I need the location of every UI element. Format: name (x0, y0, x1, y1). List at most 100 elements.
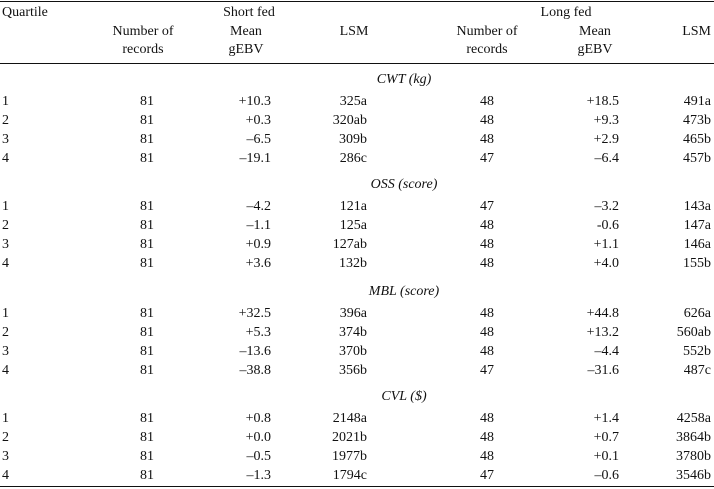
long-fed-records-cell: 48 (480, 113, 494, 128)
long-fed-lsm-cell: 457b (683, 151, 711, 166)
short-fed-mean-cell: –4.2 (246, 199, 272, 214)
short-fed-records-cell: 81 (140, 237, 154, 252)
long-fed-mean-cell: +1.1 (593, 237, 619, 252)
short-fed-records-cell: 81 (140, 132, 154, 147)
short-fed-mean-cell: –1.1 (246, 218, 272, 233)
long-fed-lsm-cell: 3864b (676, 430, 711, 445)
long-fed-lsm-cell: 560ab (676, 325, 711, 340)
section-title: MBL (score) (368, 284, 440, 299)
short-fed-mean-cell: –38.8 (239, 363, 272, 378)
short-fed-records-cell: 81 (140, 218, 154, 233)
header-long-fed-mean: Mean (579, 24, 611, 39)
quartile-cell: 4 (2, 256, 9, 271)
short-fed-mean-cell: +0.9 (245, 237, 271, 252)
short-fed-mean-cell: +0.0 (245, 430, 271, 445)
header-long-fed-lsm: LSM (682, 24, 711, 39)
long-fed-mean-cell: +9.3 (593, 113, 619, 128)
short-fed-mean-cell: +3.6 (245, 256, 271, 271)
long-fed-records-cell: 48 (480, 411, 494, 426)
short-fed-lsm-cell: 320ab (332, 113, 367, 128)
short-fed-mean-cell: +10.3 (238, 94, 271, 109)
long-fed-records-cell: 47 (480, 468, 494, 483)
header-short-fed-lsm: LSM (339, 24, 369, 39)
long-fed-mean-cell: +2.9 (593, 132, 619, 147)
long-fed-records-cell: 48 (480, 325, 494, 340)
long-fed-mean-cell: +4.0 (593, 256, 619, 271)
section-title: OSS (score) (370, 177, 438, 192)
header-short-fed-records: Number of (112, 24, 174, 39)
long-fed-mean-cell: –3.2 (594, 199, 620, 214)
header-long-fed-records: Number of (456, 24, 518, 39)
quartile-cell: 3 (2, 237, 9, 252)
short-fed-lsm-cell: 1977b (332, 449, 367, 464)
short-fed-lsm-cell: 325a (339, 94, 367, 109)
short-fed-records-cell: 81 (140, 430, 154, 445)
long-fed-mean-cell: -0.6 (596, 218, 619, 233)
header-short-fed-mean: gEBV (228, 42, 264, 57)
long-fed-mean-cell: +18.5 (586, 94, 619, 109)
long-fed-records-cell: 48 (480, 256, 494, 271)
long-fed-mean-cell: –4.4 (594, 344, 620, 359)
short-fed-lsm-cell: 286c (339, 151, 367, 166)
short-fed-mean-cell: –13.6 (239, 344, 272, 359)
header-quartile: Quartile (2, 5, 48, 20)
long-fed-mean-cell: +0.1 (593, 449, 619, 464)
long-fed-records-cell: 47 (480, 151, 494, 166)
short-fed-records-cell: 81 (140, 113, 154, 128)
short-fed-mean-cell: +0.3 (245, 113, 271, 128)
short-fed-lsm-cell: 132b (339, 256, 367, 271)
short-fed-mean-cell: –19.1 (239, 151, 272, 166)
short-fed-records-cell: 81 (140, 449, 154, 464)
short-fed-mean-cell: +5.3 (245, 325, 271, 340)
short-fed-records-cell: 81 (140, 151, 154, 166)
quartile-cell: 1 (2, 411, 9, 426)
long-fed-lsm-cell: 4258a (676, 411, 711, 426)
long-fed-lsm-cell: 473b (683, 113, 711, 128)
header-long-fed: Long fed (540, 5, 592, 20)
long-fed-lsm-cell: 3780b (676, 449, 711, 464)
short-fed-mean-cell: –0.5 (246, 449, 272, 464)
long-fed-mean-cell: –31.6 (587, 363, 620, 378)
section-title: CWT (kg) (376, 72, 432, 87)
short-fed-lsm-cell: 125a (339, 218, 367, 233)
long-fed-lsm-cell: 155b (683, 256, 711, 271)
long-fed-records-cell: 48 (480, 132, 494, 147)
section-title: CVL ($) (381, 389, 427, 404)
short-fed-lsm-cell: 374b (339, 325, 367, 340)
short-fed-lsm-cell: 309b (339, 132, 367, 147)
quartile-cell: 2 (2, 325, 9, 340)
short-fed-lsm-cell: 356b (339, 363, 367, 378)
header-short-fed: Short fed (223, 5, 275, 20)
quartile-cell: 4 (2, 468, 9, 483)
short-fed-lsm-cell: 396a (339, 306, 367, 321)
quartile-cell: 4 (2, 151, 9, 166)
short-fed-records-cell: 81 (140, 94, 154, 109)
short-fed-mean-cell: +32.5 (238, 306, 271, 321)
long-fed-records-cell: 48 (480, 306, 494, 321)
short-fed-records-cell: 81 (140, 306, 154, 321)
short-fed-lsm-cell: 2021b (332, 430, 367, 445)
short-fed-lsm-cell: 127ab (332, 237, 367, 252)
short-fed-records-cell: 81 (140, 363, 154, 378)
short-fed-lsm-cell: 1794c (332, 468, 367, 483)
header-rule (0, 63, 714, 64)
long-fed-lsm-cell: 552b (683, 344, 711, 359)
short-fed-records-cell: 81 (140, 325, 154, 340)
bottom-rule (0, 486, 714, 487)
long-fed-mean-cell: +1.4 (593, 411, 619, 426)
quartile-cell: 1 (2, 94, 9, 109)
short-fed-records-cell: 81 (140, 344, 154, 359)
header-short-fed-mean: Mean (230, 24, 262, 39)
long-fed-mean-cell: +0.7 (593, 430, 619, 445)
quartile-cell: 3 (2, 449, 9, 464)
short-fed-records-cell: 81 (140, 411, 154, 426)
header-long-fed-mean: gEBV (577, 42, 613, 57)
long-fed-lsm-cell: 626a (683, 306, 711, 321)
quartile-cell: 3 (2, 132, 9, 147)
long-fed-mean-cell: +13.2 (586, 325, 619, 340)
top-rule (0, 1, 714, 2)
quartile-cell: 2 (2, 430, 9, 445)
long-fed-records-cell: 48 (480, 449, 494, 464)
long-fed-records-cell: 48 (480, 344, 494, 359)
